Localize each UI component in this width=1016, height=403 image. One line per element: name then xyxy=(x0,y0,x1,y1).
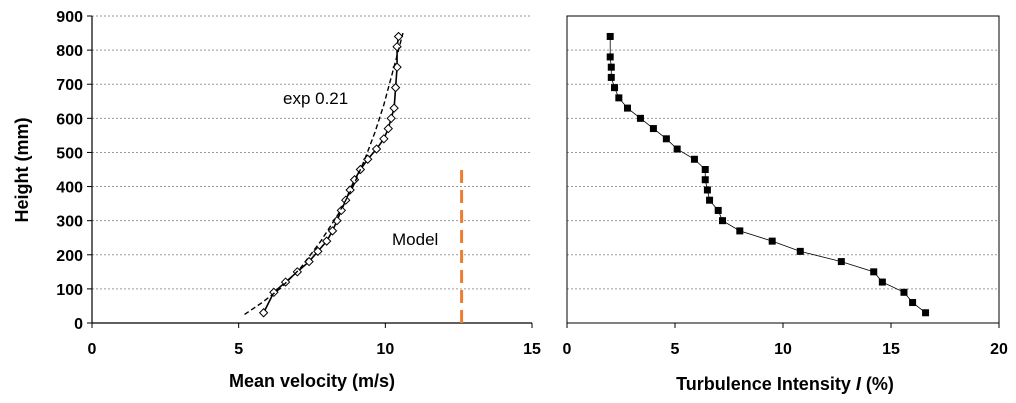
right-x-tick-label: 10 xyxy=(774,341,792,358)
y-tick-label: 200 xyxy=(56,248,83,265)
data-point-marker xyxy=(719,217,727,225)
right-series xyxy=(606,32,930,317)
data-point-marker xyxy=(837,258,845,266)
left-x-tick-label: 15 xyxy=(523,341,541,358)
y-tick-label: 100 xyxy=(56,282,83,299)
right-x-tick-label: 15 xyxy=(882,341,900,358)
data-point-marker xyxy=(615,94,623,102)
right-x-axis-title: Turbulence Intensity I (%) xyxy=(676,374,894,394)
data-point-marker xyxy=(327,226,338,236)
data-point-marker xyxy=(371,144,382,154)
data-point-marker xyxy=(649,125,657,133)
data-point-marker xyxy=(909,299,917,307)
right-x-axis-title-symbol: I xyxy=(856,374,862,394)
left-x-tick-label: 5 xyxy=(234,341,243,358)
data-point-marker xyxy=(606,32,614,40)
right-x-tick-label: 20 xyxy=(990,341,1008,358)
data-point-marker xyxy=(321,236,332,246)
left-series xyxy=(244,31,464,323)
data-point-marker xyxy=(606,53,614,61)
right-x-tick-label: 0 xyxy=(563,341,572,358)
data-point-marker xyxy=(878,278,886,286)
data-point-marker xyxy=(701,176,709,184)
data-point-marker xyxy=(870,268,878,276)
data-point-marker xyxy=(258,308,269,318)
left-x-tick-label: 10 xyxy=(376,341,394,358)
data-point-marker xyxy=(662,135,670,143)
data-point-marker xyxy=(673,145,681,153)
right-x-tick-label: 5 xyxy=(671,341,680,358)
data-point-marker xyxy=(796,247,804,255)
left-x-tick-label: 0 xyxy=(88,341,97,358)
y-tick-label: 700 xyxy=(56,77,83,94)
left-y-tick-labels: 0 100 200 300 400 500 600 700 800 900 xyxy=(56,9,92,333)
right-gridlines xyxy=(567,15,999,290)
data-point-marker xyxy=(768,237,776,245)
data-point-marker xyxy=(607,73,615,81)
y-tick-label: 300 xyxy=(56,214,83,231)
right-x-tick-labels: 0 5 10 15 20 xyxy=(563,323,1008,358)
data-point-marker xyxy=(736,227,744,235)
data-point-marker xyxy=(393,31,404,42)
data-point-marker xyxy=(313,246,323,257)
data-point-marker xyxy=(703,186,711,194)
y-tick-label: 800 xyxy=(56,43,83,60)
data-point-marker xyxy=(900,288,908,296)
data-point-marker xyxy=(383,123,393,134)
data-point-marker xyxy=(922,309,930,317)
right-x-axis-title-prefix: Turbulence Intensity xyxy=(676,374,856,394)
data-point-marker xyxy=(611,84,619,92)
right-x-axis-title-suffix: (%) xyxy=(861,374,894,394)
left-gridlines xyxy=(92,15,532,290)
data-point-marker xyxy=(623,104,631,112)
data-point-marker xyxy=(379,134,389,144)
y-tick-label: 400 xyxy=(56,180,83,197)
data-point-marker xyxy=(390,82,401,93)
data-point-marker xyxy=(389,103,399,113)
data-point-marker xyxy=(690,155,698,163)
left-series-line-1 xyxy=(244,32,404,316)
velocity-chart: 0 100 200 300 400 500 600 700 800 900 0 5 10 15 exp … xyxy=(12,9,541,391)
data-point-marker xyxy=(636,114,644,122)
data-point-marker xyxy=(714,206,722,214)
left-x-axis-title: Mean velocity (m/s) xyxy=(229,371,395,391)
turbulence-chart: 0 5 10 15 20 Turbulence Intensity I (%) xyxy=(563,15,1008,394)
right-series-line-0 xyxy=(609,36,926,314)
y-tick-label: 900 xyxy=(56,9,83,26)
data-point-marker xyxy=(607,63,615,71)
left-series-line-0 xyxy=(262,36,400,314)
left-x-tick-labels: 0 5 10 15 xyxy=(88,323,541,358)
data-point-marker xyxy=(701,166,709,173)
data-point-marker xyxy=(386,113,396,124)
y-tick-label: 600 xyxy=(56,111,83,128)
annotation-model: Model xyxy=(392,230,438,249)
right-plot-frame xyxy=(566,15,1000,324)
data-point-marker xyxy=(706,196,714,204)
y-tick-label: 0 xyxy=(74,316,83,333)
y-axis-title: Height (mm) xyxy=(12,118,32,223)
y-tick-label: 500 xyxy=(56,145,83,162)
annotation-exp: exp 0.21 xyxy=(283,89,348,108)
